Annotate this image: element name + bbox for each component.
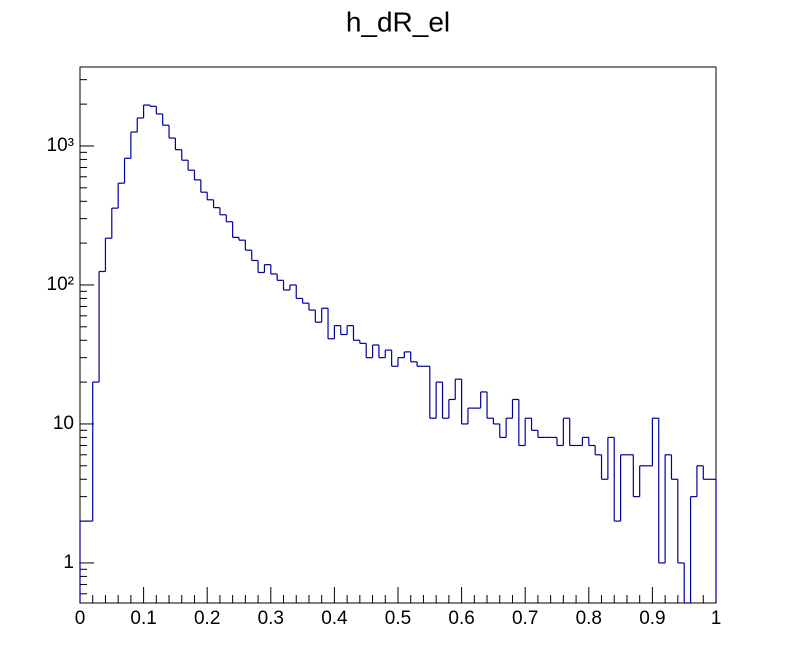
x-tick-label: 0.4 <box>321 608 348 629</box>
x-tick-label: 0 <box>75 608 86 629</box>
x-tick-label: 0.5 <box>385 608 411 629</box>
y-tick-label: 1 <box>63 552 74 573</box>
y-tick-label: 10² <box>47 274 74 295</box>
y-tick-label: 10³ <box>47 135 74 156</box>
x-tick-label: 0.6 <box>448 608 474 629</box>
x-tick-label: 0.2 <box>194 608 220 629</box>
y-tick-label: 10 <box>53 413 74 434</box>
x-tick-label: 1 <box>711 608 722 629</box>
chart-title: h_dR_el <box>346 6 450 37</box>
x-tick-label: 0.3 <box>258 608 284 629</box>
x-tick-label: 0.1 <box>130 608 156 629</box>
x-tick-label: 0.9 <box>639 608 665 629</box>
x-tick-label: 0.8 <box>576 608 602 629</box>
x-tick-label: 0.7 <box>512 608 538 629</box>
